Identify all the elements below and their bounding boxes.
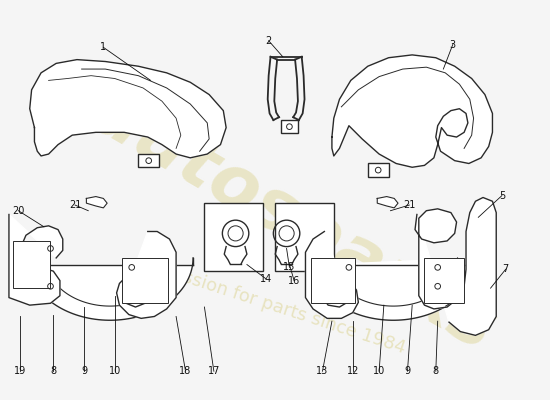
Bar [138,154,159,167]
Text: 1: 1 [100,42,107,52]
Text: 19: 19 [14,366,26,376]
Bar [281,120,298,133]
Text: 16: 16 [288,276,300,286]
Text: 9: 9 [81,366,87,376]
Bar [122,258,168,303]
Text: 8: 8 [50,366,57,376]
Bar [425,258,464,303]
Text: autosparks: autosparks [80,78,508,366]
Text: 3: 3 [450,40,456,50]
Polygon shape [117,232,176,318]
Text: a passion for parts since 1984: a passion for parts since 1984 [143,256,408,358]
Text: 10: 10 [108,366,121,376]
Polygon shape [332,55,492,167]
Text: 5: 5 [499,191,505,201]
Text: 9: 9 [404,366,410,376]
Text: 18: 18 [179,366,191,376]
Text: 8: 8 [433,366,439,376]
Text: 21: 21 [69,200,81,210]
FancyBboxPatch shape [205,203,263,271]
Bar [13,241,51,288]
Text: 13: 13 [316,366,328,376]
Polygon shape [27,258,193,320]
Bar [368,164,389,177]
Polygon shape [310,258,476,320]
Text: 2: 2 [266,36,272,46]
Text: 20: 20 [12,206,25,216]
Text: 21: 21 [403,200,416,210]
Text: 12: 12 [346,366,359,376]
Text: 17: 17 [208,366,220,376]
Polygon shape [305,232,359,318]
FancyBboxPatch shape [275,203,334,271]
Bar [311,258,355,303]
Polygon shape [86,196,107,208]
Polygon shape [377,196,398,208]
Polygon shape [30,60,226,158]
Text: 15: 15 [283,262,295,272]
Polygon shape [415,198,496,335]
Text: 14: 14 [260,274,272,284]
Text: 7: 7 [503,264,509,274]
Polygon shape [9,214,63,305]
Text: 10: 10 [373,366,385,376]
